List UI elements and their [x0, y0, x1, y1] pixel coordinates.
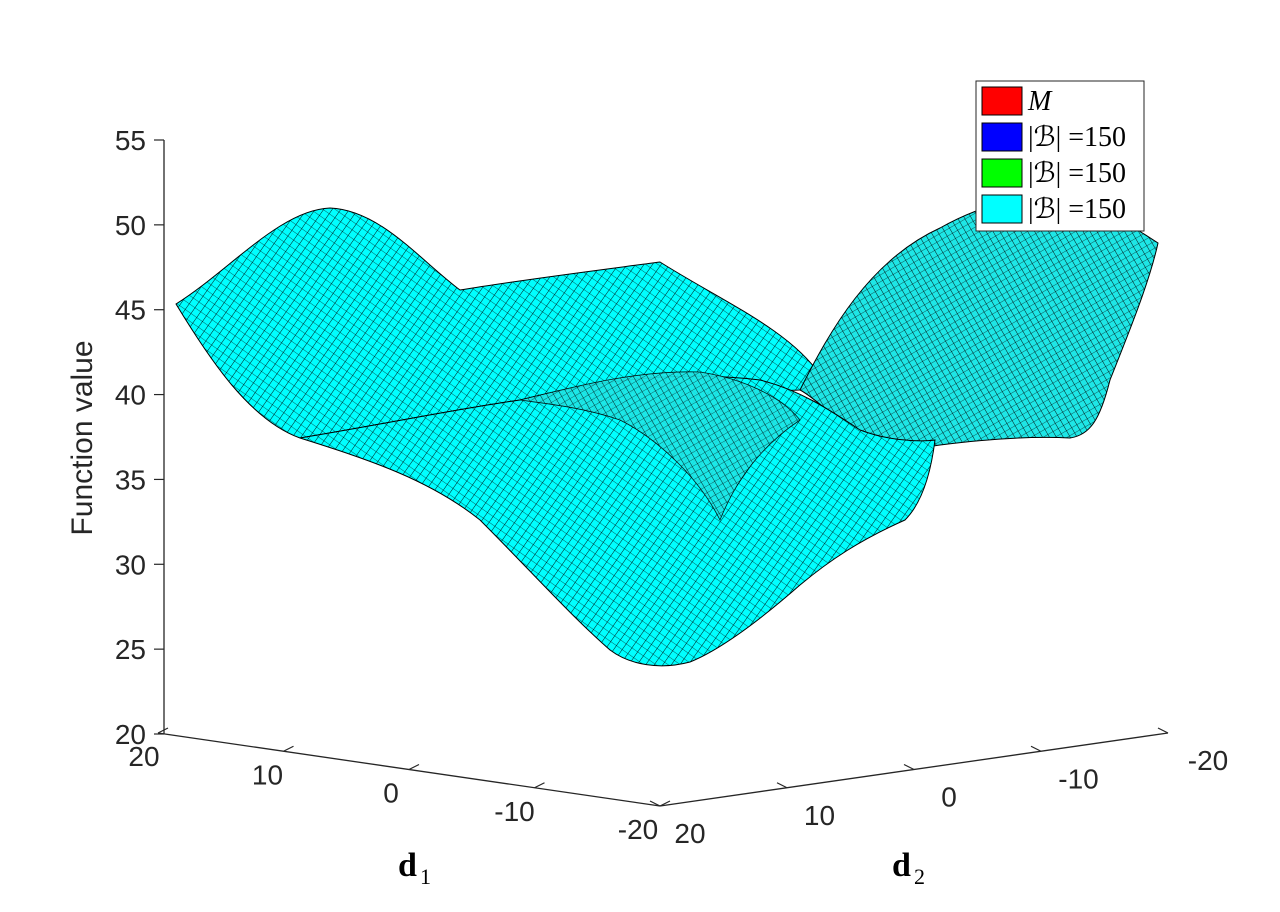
- z-tick-label: 35: [115, 464, 146, 495]
- z-tick-label: 50: [115, 210, 146, 241]
- svg-text:d: d: [398, 847, 417, 884]
- z-tick-label: 30: [115, 549, 146, 580]
- surface-central-hump: [519, 371, 801, 521]
- z-tick-label: 55: [115, 125, 146, 156]
- svg-text:2: 2: [914, 864, 925, 889]
- legend: M |ℬ| =150 |ℬ| =150 |ℬ| =150: [975, 80, 1145, 232]
- d1-tick-label: -20: [618, 814, 658, 845]
- legend-label: |ℬ| =150: [1028, 122, 1126, 153]
- d2-tick-mark: [649, 800, 661, 807]
- d1-tick-mark: [283, 745, 294, 752]
- svg-text:d: d: [892, 847, 911, 884]
- d2-tick-label: 10: [804, 800, 835, 831]
- z-axis-title: Function value: [66, 340, 99, 535]
- d1-tick-mark: [534, 782, 545, 789]
- d1-tick-label: 20: [128, 741, 159, 772]
- d1-tick-label: 10: [252, 759, 283, 790]
- d2-tick-mark: [776, 782, 788, 789]
- z-tick-group: 20 25 30 35 40 45 50 55: [115, 125, 164, 750]
- d1-tick-group: 20 10 0 -10 -20: [128, 727, 671, 845]
- d2-tick-mark: [903, 763, 915, 771]
- z-tick-label: 45: [115, 295, 146, 326]
- z-axis: 20 25 30 35 40 45 50 55: [115, 125, 165, 750]
- d2-axis-title: d 2: [892, 847, 925, 889]
- legend-label: |ℬ| =150: [1028, 194, 1126, 225]
- d1-tick-mark: [157, 727, 169, 734]
- legend-label: |ℬ| =150: [1028, 158, 1126, 189]
- legend-swatch: [981, 194, 1023, 224]
- d1-tick-label: -10: [494, 796, 534, 827]
- d1-axis-title: d 1: [398, 847, 431, 889]
- d2-tick-label: 0: [941, 782, 957, 813]
- d2-tick-mark: [1157, 727, 1169, 734]
- z-tick-label: 20: [115, 719, 146, 750]
- d2-tick-label: 20: [674, 818, 705, 849]
- d1-tick-mark: [408, 763, 420, 771]
- svg-text:1: 1: [420, 864, 431, 889]
- legend-swatch: [981, 158, 1023, 188]
- z-tick-label: 25: [115, 634, 146, 665]
- legend-label: M: [1027, 86, 1053, 117]
- d2-axis: 20 10 0 -10 -20: [649, 727, 1228, 849]
- d2-tick-mark: [1030, 745, 1042, 752]
- d2-tick-group: 20 10 0 -10 -20: [649, 727, 1228, 849]
- d1-tick-label: 0: [383, 778, 399, 809]
- legend-swatch: [981, 122, 1023, 152]
- d2-tick-label: -20: [1188, 745, 1228, 776]
- surface-mesh: [175, 196, 1159, 667]
- z-tick-label: 40: [115, 380, 146, 411]
- d2-tick-label: -10: [1058, 763, 1098, 794]
- d1-axis: 20 10 0 -10 -20: [128, 727, 671, 845]
- surface-right: [799, 196, 1159, 448]
- legend-swatch: [981, 86, 1023, 116]
